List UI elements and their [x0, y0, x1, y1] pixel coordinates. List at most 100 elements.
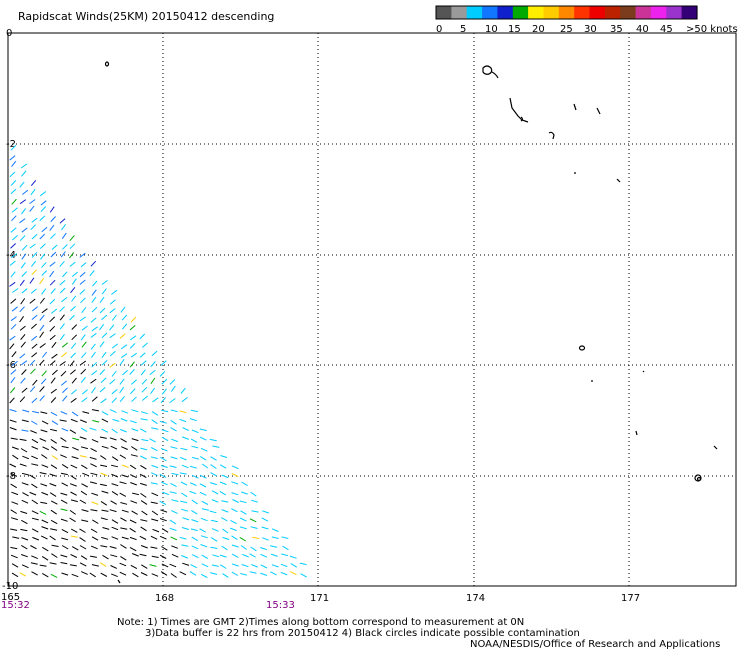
- wind-barb: [41, 519, 49, 524]
- wind-barb: [49, 535, 56, 541]
- wind-barb: [19, 316, 25, 323]
- wind-barb: [59, 323, 65, 330]
- wind-barb: [231, 473, 239, 477]
- wind-barb: [169, 491, 177, 494]
- wind-barb: [20, 510, 28, 514]
- wind-barb: [100, 517, 108, 521]
- wind-barb: [12, 536, 20, 539]
- wind-barb: [60, 251, 66, 258]
- wind-barb: [129, 343, 136, 349]
- wind-barb: [69, 314, 75, 321]
- wind-barb: [102, 554, 109, 560]
- legend-label: 5: [460, 24, 466, 35]
- lat-label: -10: [2, 581, 18, 592]
- wind-barb: [32, 410, 40, 414]
- wind-barb: [60, 437, 67, 442]
- wind-barb: [41, 454, 48, 459]
- wind-barb: [50, 216, 56, 222]
- legend-label: 20: [532, 24, 545, 35]
- wind-barb: [10, 243, 17, 249]
- wind-barb: [50, 519, 58, 525]
- wind-barb: [210, 537, 218, 542]
- wind-barb: [49, 270, 55, 278]
- wind-barb: [220, 564, 227, 569]
- wind-barb: [171, 499, 179, 502]
- wind-barb: [29, 491, 37, 496]
- wind-barb: [30, 323, 37, 329]
- wind-barb: [151, 419, 158, 425]
- wind-barb: [29, 243, 36, 249]
- wind-barb: [179, 418, 187, 423]
- wind-barb: [250, 546, 257, 552]
- wind-barb: [91, 409, 99, 412]
- wind-barb: [111, 519, 119, 524]
- wind-barb: [110, 500, 117, 505]
- wind-barb: [79, 562, 87, 567]
- wind-barb: [59, 218, 66, 224]
- wind-barb: [239, 500, 247, 504]
- wind-barb: [151, 555, 159, 558]
- wind-barb: [161, 528, 169, 533]
- wind-barb: [182, 427, 190, 431]
- wind-barb: [69, 252, 75, 259]
- wind-barb: [22, 409, 30, 413]
- wind-barb: [92, 519, 99, 524]
- wind-barb: [181, 508, 189, 512]
- wind-barb: [271, 528, 279, 532]
- wind-barb: [10, 472, 18, 477]
- wind-barb: [120, 438, 127, 443]
- wind-barb: [39, 359, 45, 366]
- wind-barb: [51, 341, 57, 349]
- wind-speed-legend-labels: 0 5 10 15 20 25 30 35 40 45 >50 knots: [436, 24, 738, 35]
- wind-barb: [80, 419, 87, 423]
- wind-barb: [119, 571, 127, 576]
- wind-barb: [170, 536, 178, 541]
- wind-barb: [39, 314, 45, 321]
- wind-barb: [249, 553, 256, 558]
- wind-barb: [40, 501, 48, 504]
- wind-barb: [169, 465, 177, 468]
- wind-barb: [31, 343, 38, 349]
- wind-barb: [169, 527, 177, 531]
- wind-barb: [161, 429, 169, 433]
- wind-barb: [251, 510, 259, 513]
- wind-barb: [99, 369, 106, 375]
- wind-barb: [231, 563, 239, 567]
- wind-barb: [90, 447, 97, 453]
- legend-swatch: [436, 6, 452, 19]
- wind-barb: [70, 286, 76, 294]
- wind-barb: [69, 517, 76, 523]
- wind-barb: [61, 445, 69, 449]
- wind-barb: [149, 564, 157, 567]
- wind-barb: [21, 271, 28, 277]
- legend-label: 15: [508, 24, 521, 35]
- wind-barb: [39, 510, 47, 515]
- wind-barb: [141, 342, 148, 348]
- wind-barb: [129, 536, 137, 541]
- wind-barb: [120, 527, 128, 530]
- wind-speed-legend: [435, 5, 698, 20]
- wind-barb: [111, 483, 119, 487]
- wind-barb: [99, 307, 106, 314]
- wind-barb: [200, 517, 208, 522]
- wind-barb: [60, 472, 68, 476]
- wind-barb: [59, 361, 66, 366]
- wind-barb: [130, 379, 137, 385]
- wind-barb: [69, 369, 76, 375]
- wind-barb: [101, 509, 109, 512]
- wind-barb: [19, 438, 27, 441]
- wind-barb: [231, 571, 239, 576]
- wind-barb: [109, 437, 117, 441]
- legend-swatch: [543, 6, 560, 19]
- wind-barb: [101, 314, 108, 321]
- wind-barb: [61, 224, 67, 231]
- wind-barb: [19, 463, 27, 467]
- wind-barb: [79, 316, 86, 322]
- wind-barb: [21, 170, 27, 177]
- wind-barb: [182, 436, 189, 440]
- wind-barb: [60, 492, 68, 496]
- wind-barb: [91, 289, 97, 296]
- wind-barb: [50, 438, 57, 444]
- wind-barb: [160, 509, 168, 513]
- wind-barb: [139, 482, 147, 486]
